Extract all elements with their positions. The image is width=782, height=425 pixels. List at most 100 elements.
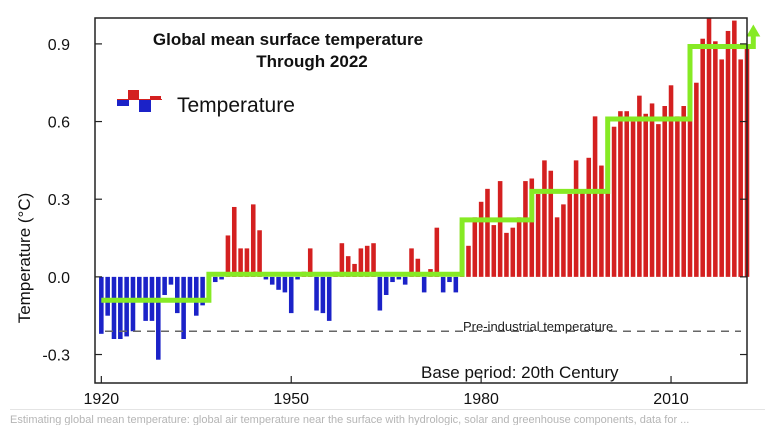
step-average-line bbox=[101, 36, 756, 303]
bar-1923 bbox=[118, 276, 123, 339]
bar-2004 bbox=[630, 121, 636, 277]
bar-1950 bbox=[288, 276, 294, 314]
bar-1989 bbox=[535, 194, 541, 277]
legend-swatch-positive bbox=[150, 96, 161, 100]
bar-1997 bbox=[586, 157, 592, 277]
bar-1933 bbox=[181, 276, 186, 339]
bar-1984 bbox=[504, 232, 509, 277]
bar-1959 bbox=[345, 256, 351, 277]
legend-icon bbox=[117, 90, 162, 112]
preindustrial-label: Pre-industrial temperature bbox=[463, 319, 613, 334]
bar-2009 bbox=[662, 106, 667, 277]
bar-1973 bbox=[434, 227, 440, 277]
bar-1922 bbox=[111, 276, 117, 339]
bar-1992 bbox=[554, 217, 560, 277]
bar-1998 bbox=[592, 116, 598, 277]
chart-subtitle: Through 2022 bbox=[256, 52, 367, 71]
bar-2001 bbox=[611, 126, 617, 277]
bar-1966 bbox=[390, 276, 395, 283]
bar-2011 bbox=[675, 116, 680, 277]
bar-1990 bbox=[542, 160, 547, 277]
bar-1995 bbox=[573, 160, 579, 277]
bar-1942 bbox=[238, 248, 243, 277]
legend-swatch-negative bbox=[139, 100, 151, 112]
bar-2020 bbox=[732, 20, 737, 277]
bar-2015 bbox=[700, 38, 705, 277]
bar-1982 bbox=[491, 225, 497, 277]
bar-1946 bbox=[263, 276, 269, 280]
bar-1936 bbox=[200, 276, 205, 306]
bar-1938 bbox=[212, 276, 218, 283]
bar-1924 bbox=[124, 276, 129, 337]
bar-2017 bbox=[713, 41, 718, 277]
bar-1991 bbox=[548, 170, 554, 277]
bar-2006 bbox=[643, 113, 648, 277]
bar-1985 bbox=[510, 227, 516, 277]
bar-1971 bbox=[421, 276, 427, 293]
bar-2007 bbox=[649, 103, 655, 277]
bar-2010 bbox=[668, 85, 674, 277]
bar-1996 bbox=[580, 191, 585, 277]
legend-swatch-positive bbox=[128, 90, 139, 99]
bar-1944 bbox=[250, 204, 256, 277]
bar-1970 bbox=[415, 258, 421, 277]
x-tick-label: 2010 bbox=[653, 391, 689, 408]
bar-2000 bbox=[605, 168, 611, 277]
bar-1926 bbox=[137, 276, 142, 301]
image-caption: Estimating global mean temperature: glob… bbox=[10, 414, 690, 425]
y-axis-ticks: -0.3 0.0 0.3 0.6 0.9 bbox=[42, 37, 747, 365]
legend: Temperature bbox=[117, 90, 295, 117]
bar-1988 bbox=[529, 178, 535, 277]
chart-title: Global mean surface temperature bbox=[153, 30, 423, 49]
bar-1925 bbox=[130, 276, 136, 332]
bar-1934 bbox=[187, 276, 193, 301]
bar-1951 bbox=[295, 276, 300, 280]
bar-1987 bbox=[523, 181, 528, 277]
bar-1945 bbox=[257, 230, 262, 277]
bar-1969 bbox=[409, 248, 414, 277]
bar-1961 bbox=[358, 248, 364, 277]
bar-1986 bbox=[516, 217, 522, 277]
y-tick-label: 0.0 bbox=[48, 270, 70, 287]
y-tick-label: -0.3 bbox=[42, 348, 70, 365]
bar-1979 bbox=[472, 217, 478, 277]
bar-1963 bbox=[371, 243, 376, 277]
bar-1929 bbox=[156, 276, 161, 360]
bar-2013 bbox=[687, 95, 693, 277]
bar-1968 bbox=[402, 276, 408, 285]
y-axis-label: Temperature (°C) bbox=[15, 193, 34, 324]
bar-2018 bbox=[719, 59, 724, 277]
legend-swatch-negative bbox=[117, 99, 129, 106]
base-period-label: Base period: 20th Century bbox=[421, 363, 619, 382]
bar-2003 bbox=[624, 111, 630, 277]
bar-1993 bbox=[561, 204, 566, 277]
x-tick-label: 1980 bbox=[463, 391, 499, 408]
bar-1948 bbox=[276, 276, 281, 290]
bar-1974 bbox=[440, 276, 446, 293]
bar-1999 bbox=[599, 165, 604, 277]
divider bbox=[10, 409, 765, 410]
x-tick-label: 1920 bbox=[84, 391, 120, 408]
bar-1958 bbox=[339, 243, 345, 277]
bar-2021 bbox=[738, 59, 743, 277]
plot-frame bbox=[94, 17, 748, 384]
bar-2008 bbox=[656, 124, 661, 277]
bar-1935 bbox=[194, 276, 199, 316]
bar-series bbox=[99, 18, 750, 360]
bar-1975 bbox=[447, 276, 452, 283]
bar-1960 bbox=[352, 263, 357, 277]
temperature-chart: -0.3 0.0 0.3 0.6 0.9 1920 1950 1980 2010 Global… bbox=[15, 17, 761, 408]
x-axis-ticks: 1920 1950 1980 2010 bbox=[84, 376, 689, 408]
bar-1980 bbox=[478, 201, 484, 277]
y-tick-label: 0.3 bbox=[48, 192, 70, 209]
bar-1953 bbox=[307, 248, 313, 277]
y-tick-label: 0.6 bbox=[48, 115, 70, 132]
bar-1932 bbox=[175, 276, 180, 314]
bar-2016 bbox=[706, 18, 712, 277]
bar-1962 bbox=[364, 245, 370, 277]
bar-2014 bbox=[694, 82, 699, 277]
bar-1955 bbox=[320, 276, 326, 314]
bar-1930 bbox=[162, 276, 167, 295]
bar-1983 bbox=[497, 181, 503, 277]
bar-2019 bbox=[725, 30, 731, 277]
